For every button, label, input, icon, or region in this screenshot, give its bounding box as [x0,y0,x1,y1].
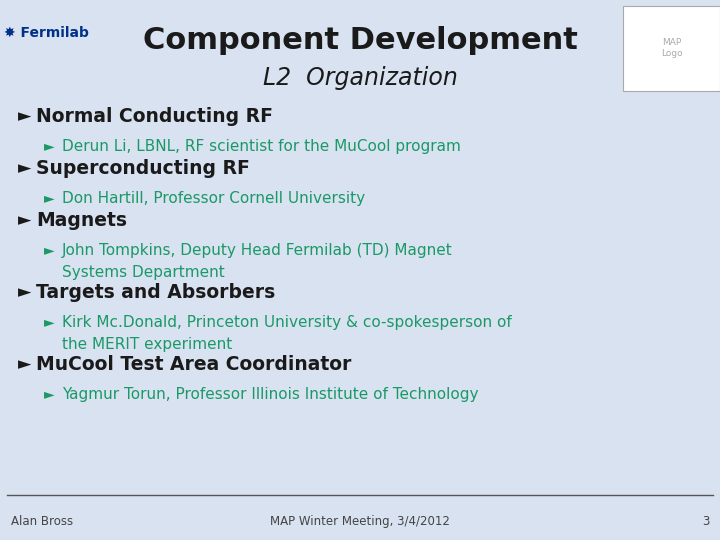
Text: ►: ► [18,284,32,301]
Text: ►: ► [44,388,55,402]
Text: ►: ► [44,139,55,153]
Text: ►: ► [44,315,55,329]
Text: John Tompkins, Deputy Head Fermilab (TD) Magnet: John Tompkins, Deputy Head Fermilab (TD)… [62,243,453,258]
Text: MuCool Test Area Coordinator: MuCool Test Area Coordinator [36,355,351,374]
Text: Component Development: Component Development [143,26,577,56]
Text: Systems Department: Systems Department [62,265,225,280]
Text: ►: ► [44,244,55,258]
Text: ✸ Fermilab: ✸ Fermilab [4,26,89,40]
Text: 3: 3 [702,515,709,528]
Text: ►: ► [18,355,32,374]
Text: MAP
Logo: MAP Logo [661,38,683,58]
Text: Kirk Mc.Donald, Princeton University & co-spokesperson of: Kirk Mc.Donald, Princeton University & c… [62,315,512,330]
Text: Normal Conducting RF: Normal Conducting RF [36,107,273,126]
Text: Targets and Absorbers: Targets and Absorbers [36,283,275,302]
Text: Derun Li, LBNL, RF scientist for the MuCool program: Derun Li, LBNL, RF scientist for the MuC… [62,139,461,154]
Text: Don Hartill, Professor Cornell University: Don Hartill, Professor Cornell Universit… [62,191,365,206]
Text: ►: ► [18,212,32,230]
Text: Magnets: Magnets [36,211,127,230]
Text: Yagmur Torun, Professor Illinois Institute of Technology: Yagmur Torun, Professor Illinois Institu… [62,387,479,402]
Text: the MERIT experiment: the MERIT experiment [62,337,233,352]
FancyBboxPatch shape [623,5,720,91]
Text: ►: ► [18,107,32,125]
Text: L2  Organization: L2 Organization [263,66,457,90]
Text: MAP Winter Meeting, 3/4/2012: MAP Winter Meeting, 3/4/2012 [270,515,450,528]
Text: Superconducting RF: Superconducting RF [36,159,250,178]
Text: ►: ► [44,192,55,206]
Text: ►: ► [18,159,32,178]
Text: Alan Bross: Alan Bross [11,515,73,528]
